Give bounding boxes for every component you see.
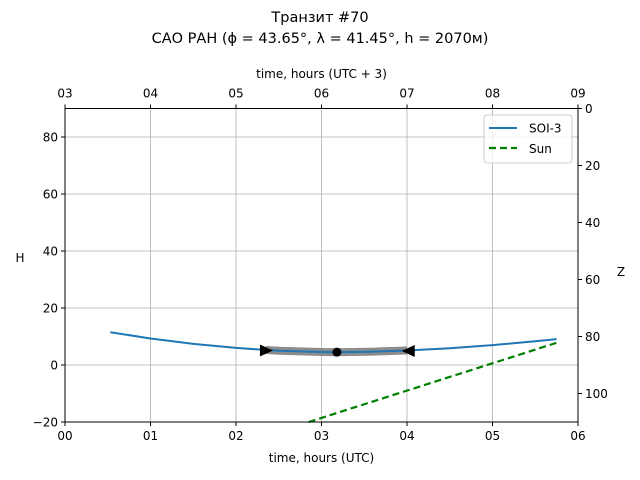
x-tick-label: 02 [228, 429, 243, 443]
y-right-tick-label: 80 [585, 330, 600, 344]
x-top-tick-label: 06 [314, 87, 329, 101]
start-marker [259, 344, 273, 357]
x-axis-top-label: time, hours (UTC + 3) [256, 67, 387, 81]
y-right-tick-label: 0 [585, 102, 593, 116]
x-tick-label: 00 [57, 429, 72, 443]
y-tick-label: 20 [43, 302, 58, 316]
chart-title-line1: Транзит #70 [270, 10, 368, 26]
y-tick-label: 0 [50, 359, 58, 373]
y-axis-label: H [15, 251, 24, 265]
x-tick-label: 05 [485, 429, 500, 443]
end-marker [401, 345, 415, 358]
y-right-tick-label: 40 [585, 216, 600, 230]
y-tick-label: −20 [33, 416, 58, 430]
peak-marker [332, 347, 342, 357]
y-right-tick-label: 20 [585, 159, 600, 173]
y-tick-label: 60 [43, 188, 58, 202]
legend: SOI-3 Sun [483, 114, 573, 164]
chart-title-line2: САО РАН (ϕ = 43.65°, λ = 41.45°, h = 207… [152, 31, 489, 47]
x-top-tick-label: 04 [143, 87, 158, 101]
y-tick-label: 40 [43, 245, 58, 259]
x-top-tick-label: 07 [399, 87, 414, 101]
x-axis-label: time, hours (UTC) [269, 451, 374, 465]
x-tick-label: 06 [570, 429, 585, 443]
axes: 00 03 01 04 02 05 03 06 04 07 05 08 06 09 −20 0 20 40 60 80… [33, 87, 608, 444]
x-top-tick-label: 05 [228, 87, 243, 101]
legend-label-sun: Sun [529, 142, 552, 156]
y-right-tick-label: 100 [585, 387, 608, 401]
y-axis-right-label: Z [617, 265, 625, 279]
x-tick-label: 03 [314, 429, 329, 443]
y-tick-label: 80 [43, 131, 58, 145]
x-top-tick-label: 09 [570, 87, 585, 101]
x-top-tick-label: 08 [485, 87, 500, 101]
x-top-tick-label: 03 [57, 87, 72, 101]
y-right-tick-label: 60 [585, 273, 600, 287]
x-tick-label: 04 [399, 429, 414, 443]
x-tick-label: 01 [143, 429, 158, 443]
plot-area [110, 331, 557, 424]
legend-label-soi3: SOI-3 [529, 122, 562, 136]
